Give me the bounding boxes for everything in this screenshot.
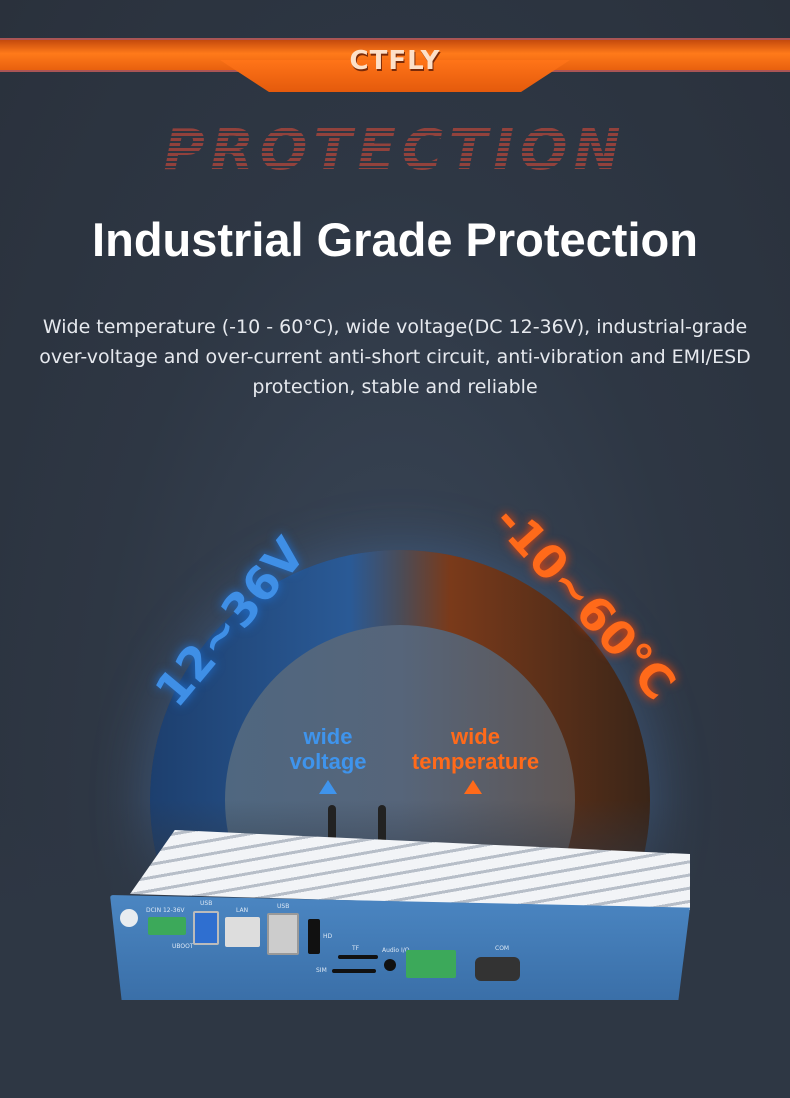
voltage-label: wide voltage [283,724,373,774]
watermark-text: PROTECTION [0,118,790,188]
power-button-icon [120,909,138,927]
gpio-terminal [406,950,456,978]
temperature-label-line: temperature [411,749,540,774]
tf-slot [338,955,378,959]
mini-pc-front-panel: DCIN 12-36V UBOOT USB LAN USB HD TF SIM … [110,895,690,1000]
sim-slot [332,969,376,973]
port-label: HD [323,933,333,940]
description-line: over-voltage and over-current anti-short… [39,346,751,368]
hdmi-port [308,919,320,954]
temperature-label: wide temperature [408,724,543,774]
triangle-up-icon [319,780,337,794]
usb-port [267,913,299,955]
triangle-up-icon [464,780,482,794]
port-label: Audio I/O [382,947,410,954]
antenna [328,805,336,845]
brand-logo: CTFLY [349,46,441,76]
com-port [475,957,520,981]
port-label: DCIN 12-36V [146,907,185,914]
description-line: Wide temperature (-10 - 60°C), wide volt… [42,316,748,338]
description-line: protection, stable and reliable [252,376,538,398]
port-label: USB [200,900,213,907]
page-title: Industrial Grade Protection [92,213,698,266]
temperature-label-line: wide [451,724,500,749]
antenna [378,805,386,845]
voltage-label-line: wide [303,724,353,749]
port-label: USB [277,903,290,910]
port-label: LAN [236,907,249,914]
port-label: SIM [316,967,327,974]
audio-jack [384,959,396,971]
port-label: UBOOT [172,943,194,950]
description: Wide temperature (-10 - 60°C), wide volt… [30,312,760,402]
voltage-label-line: voltage [289,749,367,774]
port-label: TF [352,945,360,952]
dc-terminal [148,917,186,935]
lan-port [225,917,260,947]
usb-port [193,911,219,945]
header-tab [220,60,570,92]
port-label: COM [495,945,510,952]
